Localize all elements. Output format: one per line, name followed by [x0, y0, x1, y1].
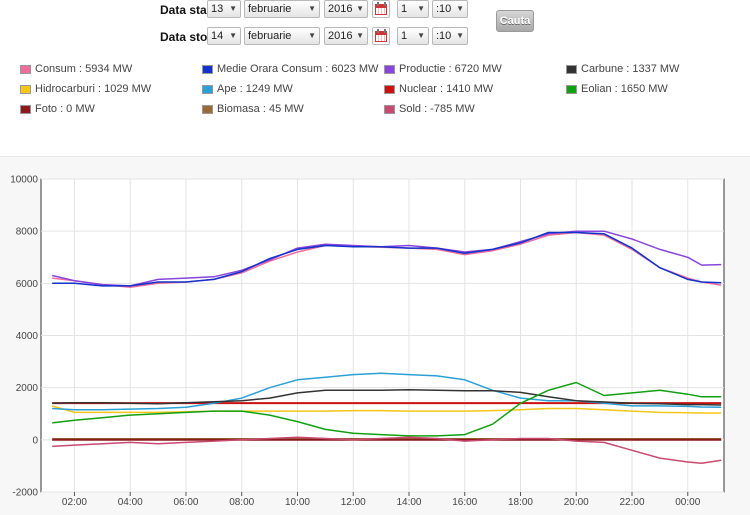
stop-day-value: 14 [211, 30, 224, 42]
legend-label: Biomasa : 45 MW [217, 103, 304, 115]
stop-day-select[interactable]: 14 ▼ [207, 27, 241, 45]
stop-year-select[interactable]: 2016 ▼ [324, 27, 368, 45]
x-tick-label: 16:00 [452, 497, 477, 508]
legend-label: Medie Orara Consum : 6023 MW [217, 63, 379, 75]
legend-label: Eolian : 1650 MW [581, 83, 668, 95]
x-tick-label: 12:00 [341, 497, 366, 508]
chevron-down-icon: ▼ [356, 31, 364, 40]
y-tick-label: 0 [32, 435, 38, 446]
line-chart: 10000 8000 6000 4000 2000 0 -2000 02:00 04:00 06… [10, 175, 725, 508]
legend-swatch [384, 105, 395, 114]
legend-label: Ape : 1249 MW [217, 83, 293, 95]
y-tick-label: 4000 [16, 331, 39, 342]
chevron-down-icon: ▼ [356, 4, 364, 13]
legend-label: Productie : 6720 MW [399, 63, 502, 75]
stop-row: Data stop 14 ▼ februarie ▼ 2016 ▼ 1 ▼ :10 ▼ [0, 27, 750, 47]
legend-label: Hidrocarburi : 1029 MW [35, 83, 152, 95]
start-month-value: februarie [248, 3, 292, 15]
chevron-down-icon: ▼ [229, 4, 237, 13]
y-tick-label: 8000 [16, 227, 39, 238]
series-lines [51, 230, 722, 465]
legend-swatch [384, 65, 395, 74]
x-tick-label: 06:00 [173, 497, 198, 508]
series-line-hidrocarburi [51, 405, 722, 414]
series-line-ape [52, 372, 722, 411]
stop-hour-select[interactable]: 1 ▼ [397, 27, 429, 45]
start-year-value: 2016 [328, 3, 353, 15]
x-tick-label: 20:00 [564, 497, 589, 508]
y-axis: 10000 8000 6000 4000 2000 0 -2000 [10, 175, 38, 499]
search-button[interactable]: Cauta [496, 10, 534, 32]
x-tick-label: 18:00 [508, 497, 533, 508]
x-tick-label: 10:00 [285, 497, 310, 508]
legend-swatch [202, 105, 213, 114]
start-label: Data start [160, 3, 216, 17]
y-tick-label: 10000 [10, 175, 38, 186]
chevron-down-icon: ▼ [417, 4, 425, 13]
chevron-down-icon: ▼ [229, 31, 237, 40]
start-month-select[interactable]: februarie ▼ [244, 0, 320, 18]
stop-month-select[interactable]: februarie ▼ [244, 27, 320, 45]
legend-label: Sold : -785 MW [399, 103, 475, 115]
legend-swatch [20, 105, 31, 114]
start-hour-select[interactable]: 1 ▼ [397, 0, 429, 18]
start-day-value: 13 [211, 3, 224, 15]
chart-legend: Consum : 5934 MW Medie Orara Consum : 60… [0, 62, 750, 122]
legend-swatch [384, 85, 395, 94]
series-line-medie-orara-consum [52, 231, 722, 287]
legend-label: Foto : 0 MW [35, 103, 95, 115]
legend-swatch [202, 65, 213, 74]
y-tick-label: 6000 [16, 279, 39, 290]
legend-label: Consum : 5934 MW [35, 63, 133, 75]
start-year-select[interactable]: 2016 ▼ [324, 0, 368, 18]
legend-swatch [20, 65, 31, 74]
series-line-eolian [52, 381, 722, 437]
chevron-down-icon: ▼ [308, 31, 316, 40]
series-line-carbune [52, 389, 722, 406]
x-tick-label: 22:00 [619, 497, 644, 508]
legend-swatch [202, 85, 213, 94]
series-line-sold [52, 436, 722, 465]
x-tick-label: 02:00 [62, 497, 87, 508]
chart-panel: 10000 8000 6000 4000 2000 0 -2000 02:00 04:00 06… [0, 156, 750, 515]
start-day-select[interactable]: 13 ▼ [207, 0, 241, 18]
series-line-productie [52, 230, 722, 287]
legend-label: Carbune : 1337 MW [581, 63, 680, 75]
stop-year-value: 2016 [328, 30, 353, 42]
y-tick-label: -2000 [12, 488, 38, 499]
start-row: Data start 13 ▼ februarie ▼ 2016 ▼ 1 ▼ :10 ▼ [0, 0, 750, 20]
stop-label: Data stop [160, 30, 215, 44]
x-tick-label: 08:00 [229, 497, 254, 508]
x-axis: 02:00 04:00 06:00 08:00 10:00 12:00 14:00 16:00… [62, 492, 701, 508]
x-tick-label: 04:00 [118, 497, 143, 508]
x-tick-label: 14:00 [396, 497, 421, 508]
legend-swatch [566, 85, 577, 94]
stop-month-value: februarie [248, 30, 292, 42]
start-hour-value: 1 [401, 3, 408, 15]
start-minute-value: :10 [436, 3, 452, 15]
x-tick-label: 00:00 [675, 497, 700, 508]
stop-calendar-icon[interactable] [372, 27, 390, 45]
legend-swatch [566, 65, 577, 74]
chevron-down-icon: ▼ [456, 4, 464, 13]
y-tick-label: 2000 [16, 383, 39, 394]
chevron-down-icon: ▼ [308, 4, 316, 13]
legend-label: Nuclear : 1410 MW [399, 83, 494, 95]
legend-swatch [20, 85, 31, 94]
stop-minute-select[interactable]: :10 ▼ [432, 27, 468, 45]
chevron-down-icon: ▼ [456, 31, 464, 40]
stop-minute-value: :10 [436, 30, 452, 42]
stop-hour-value: 1 [401, 30, 408, 42]
start-calendar-icon[interactable] [372, 0, 390, 18]
chevron-down-icon: ▼ [417, 31, 425, 40]
start-minute-select[interactable]: :10 ▼ [432, 0, 468, 18]
